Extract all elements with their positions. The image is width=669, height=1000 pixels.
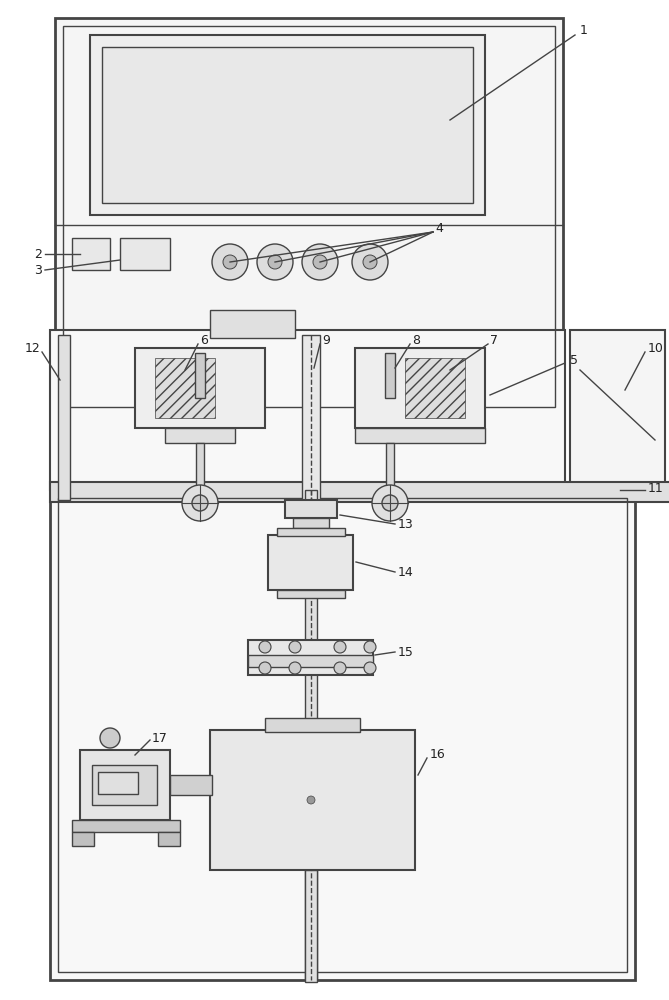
Bar xyxy=(570,330,665,485)
Bar xyxy=(195,353,205,398)
Text: 11: 11 xyxy=(648,482,664,494)
Circle shape xyxy=(372,485,408,521)
Bar xyxy=(102,47,473,203)
Bar xyxy=(58,498,627,972)
Bar xyxy=(135,348,265,428)
Text: 10: 10 xyxy=(648,342,664,355)
Circle shape xyxy=(382,495,398,511)
Bar xyxy=(302,335,320,500)
Bar xyxy=(58,335,70,500)
Circle shape xyxy=(100,728,120,748)
Bar xyxy=(50,330,565,490)
Circle shape xyxy=(289,662,301,674)
Circle shape xyxy=(334,662,346,674)
Circle shape xyxy=(302,244,338,280)
Bar xyxy=(196,443,204,498)
Circle shape xyxy=(259,641,271,653)
Bar xyxy=(285,500,337,518)
Bar xyxy=(386,443,394,498)
Bar xyxy=(72,820,180,832)
Circle shape xyxy=(363,255,377,269)
Bar xyxy=(405,358,465,418)
Bar xyxy=(155,358,215,418)
Bar xyxy=(355,348,485,428)
Bar xyxy=(92,765,157,805)
Bar xyxy=(98,772,138,794)
Circle shape xyxy=(223,255,237,269)
Circle shape xyxy=(313,255,327,269)
Circle shape xyxy=(364,641,376,653)
Bar xyxy=(277,590,345,598)
Circle shape xyxy=(364,662,376,674)
Circle shape xyxy=(182,485,218,521)
Bar xyxy=(305,490,317,980)
Bar xyxy=(305,870,317,982)
Bar xyxy=(165,428,235,443)
Bar xyxy=(248,655,373,667)
Text: 7: 7 xyxy=(490,334,498,347)
Bar xyxy=(158,832,180,846)
Bar xyxy=(50,490,635,980)
Text: 4: 4 xyxy=(435,222,443,234)
Bar xyxy=(63,26,555,407)
Text: 12: 12 xyxy=(24,342,40,355)
Bar xyxy=(210,730,415,870)
Text: 2: 2 xyxy=(34,247,42,260)
Bar xyxy=(50,482,669,502)
Circle shape xyxy=(289,641,301,653)
Text: 16: 16 xyxy=(430,748,446,762)
Text: 1: 1 xyxy=(580,23,588,36)
Circle shape xyxy=(268,255,282,269)
Bar xyxy=(170,775,212,795)
Bar xyxy=(72,238,110,270)
Bar xyxy=(293,518,329,528)
Bar xyxy=(385,353,395,398)
Bar xyxy=(248,640,373,675)
Circle shape xyxy=(307,796,315,804)
Text: 9: 9 xyxy=(322,334,330,347)
Text: 3: 3 xyxy=(34,263,42,276)
Text: 8: 8 xyxy=(412,334,420,347)
Bar xyxy=(80,750,170,820)
Bar xyxy=(72,832,94,846)
Text: 13: 13 xyxy=(398,518,413,530)
Text: 6: 6 xyxy=(200,334,208,347)
Text: 5: 5 xyxy=(570,354,578,366)
Bar xyxy=(265,718,360,732)
Bar xyxy=(210,310,295,338)
Bar xyxy=(90,35,485,215)
Bar xyxy=(355,428,485,443)
Bar xyxy=(55,18,563,415)
Bar xyxy=(268,535,353,590)
Text: 14: 14 xyxy=(398,566,413,578)
Circle shape xyxy=(212,244,248,280)
Circle shape xyxy=(257,244,293,280)
Circle shape xyxy=(352,244,388,280)
Circle shape xyxy=(192,495,208,511)
Bar xyxy=(120,238,170,270)
Text: 17: 17 xyxy=(152,732,168,744)
Text: 15: 15 xyxy=(398,646,414,658)
Bar xyxy=(277,528,345,536)
Circle shape xyxy=(259,662,271,674)
Circle shape xyxy=(334,641,346,653)
